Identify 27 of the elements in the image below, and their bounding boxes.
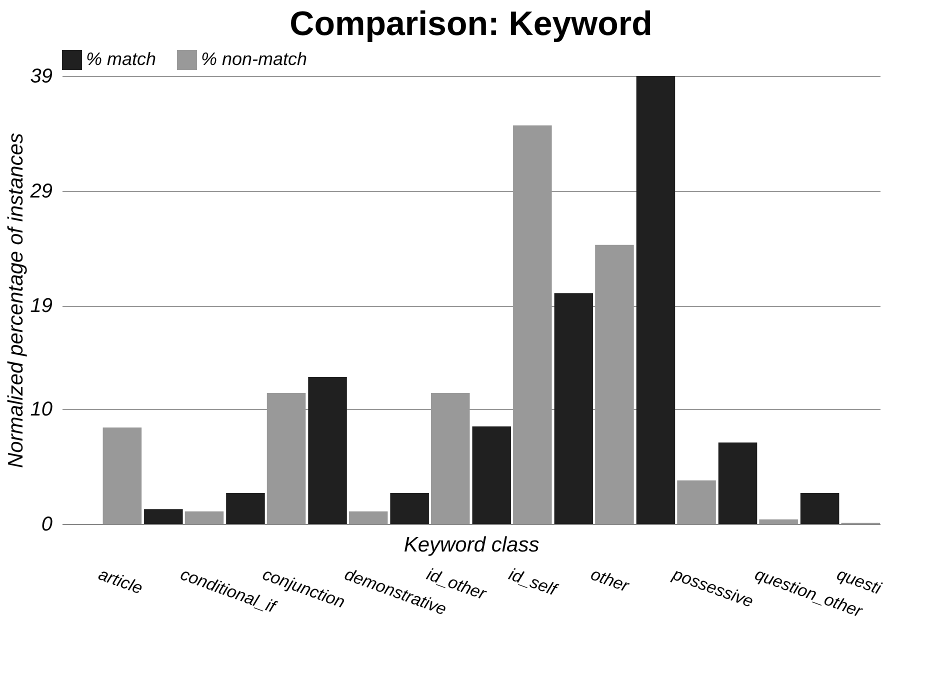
bar bbox=[390, 492, 429, 524]
bar bbox=[677, 480, 716, 524]
y-axis-title: Normalized percentage of instances bbox=[4, 132, 28, 468]
x-tick-label: id_self bbox=[506, 564, 562, 600]
bar bbox=[472, 426, 512, 524]
bar bbox=[636, 76, 676, 524]
bar bbox=[144, 509, 183, 524]
y-tick-label: 19 bbox=[30, 295, 52, 318]
y-tick-label: 29 bbox=[29, 180, 52, 202]
x-axis-title: Keyword class bbox=[404, 534, 540, 556]
x-tick-label: other bbox=[588, 564, 632, 596]
bar bbox=[800, 492, 840, 524]
legend-label: % non-match bbox=[201, 49, 308, 69]
bar bbox=[226, 492, 265, 524]
chart-title: Comparison: Keyword bbox=[290, 5, 652, 43]
bar bbox=[554, 293, 594, 524]
bar bbox=[102, 428, 142, 524]
bar bbox=[759, 519, 798, 524]
bar bbox=[308, 376, 347, 524]
bar bbox=[348, 511, 388, 524]
bar bbox=[184, 511, 224, 524]
bar bbox=[718, 442, 758, 524]
y-tick-label: 10 bbox=[30, 398, 52, 421]
y-tick-label: 0 bbox=[41, 514, 52, 536]
y-tick-label: 39 bbox=[30, 66, 52, 88]
x-tick-label: article bbox=[96, 564, 146, 598]
legend-label: % match bbox=[86, 49, 156, 69]
